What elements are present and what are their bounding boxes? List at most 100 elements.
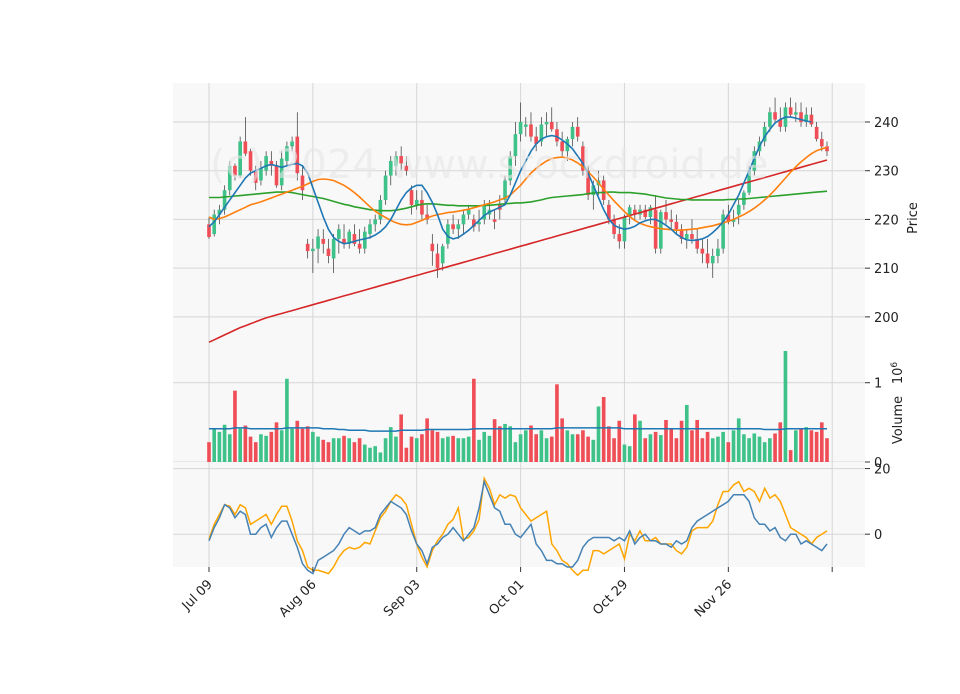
x-tick-label: Oct 01	[486, 577, 527, 618]
volume-bar-down	[399, 414, 403, 462]
y-tick-label: 240	[874, 116, 899, 131]
volume-bar-up	[487, 435, 492, 462]
candle-up	[539, 124, 544, 142]
volume-bar-down	[643, 438, 648, 462]
volume-bar-down	[799, 428, 803, 462]
volume-bar-up	[627, 446, 632, 462]
candle-up	[285, 146, 289, 161]
candle-down	[674, 221, 679, 230]
oscillator-panel-background	[173, 462, 865, 567]
candle-down	[529, 124, 533, 137]
volume-bar-up	[388, 427, 393, 462]
volume-exponent-base: 10	[891, 368, 906, 385]
volume-bar-down	[726, 442, 731, 462]
volume-bar-down	[409, 436, 414, 462]
candle-down	[653, 209, 658, 249]
volume-bar-down	[612, 438, 616, 462]
volume-bar-up	[513, 442, 518, 462]
volume-bar-down	[207, 442, 211, 462]
volume-bar-up	[331, 438, 336, 462]
candle-down	[581, 146, 585, 171]
candle-down	[575, 126, 580, 137]
candle-up	[279, 158, 284, 186]
volume-bar-down	[472, 378, 476, 462]
y-tick-label: 200	[874, 311, 899, 326]
candle-down	[300, 175, 305, 191]
candle-up	[290, 141, 294, 147]
y-tick-label: 20	[874, 463, 891, 478]
candle-down	[773, 112, 777, 120]
candle-up	[264, 156, 268, 171]
volume-bar-down	[814, 431, 819, 462]
volume-bar-down	[305, 426, 310, 462]
volume-bar-up	[783, 351, 788, 462]
volume-bar-up	[622, 444, 627, 462]
volume-bar-up	[368, 447, 372, 462]
candle-down	[612, 219, 616, 235]
volume-bar-up	[461, 438, 466, 462]
volume-bar-down	[529, 425, 533, 462]
volume-bar-up	[544, 438, 549, 462]
volume-bar-up	[684, 404, 689, 462]
candle-down	[253, 170, 258, 183]
volume-bar-up	[596, 406, 601, 462]
volume-bar-down	[321, 439, 326, 462]
candle-up	[523, 124, 528, 127]
volume-bar-up	[482, 431, 487, 462]
volume-bar-down	[498, 426, 502, 462]
volume-bar-down	[352, 442, 357, 462]
volume-bar-up	[446, 436, 450, 462]
candle-down	[492, 219, 497, 222]
candle-up	[503, 180, 507, 200]
candle-up	[804, 114, 809, 122]
volume-bar-down	[253, 442, 258, 462]
candle-down	[269, 160, 274, 166]
volume-bar-up	[212, 428, 217, 462]
x-tick-label: Sep 03	[381, 577, 424, 620]
candle-down	[248, 151, 253, 171]
volume-bar-down	[357, 438, 362, 462]
candle-down	[321, 238, 326, 244]
volume-bar-up	[736, 418, 741, 462]
volume-bar-up	[259, 434, 263, 462]
candle-down	[420, 199, 424, 215]
candle-down	[809, 114, 814, 125]
volume-bar-down	[669, 428, 674, 462]
watermark: (c) 2024 www.stockdroid.de	[210, 142, 768, 188]
volume-bar-down	[435, 431, 440, 462]
volume-bar-down	[300, 428, 305, 462]
volume-bar-down	[425, 418, 429, 462]
volume-bar-down	[326, 442, 331, 462]
candle-up	[591, 185, 596, 196]
volume-bar-down	[778, 422, 783, 462]
volume-bar-down	[274, 422, 279, 462]
volume-bar-up	[747, 438, 751, 462]
volume-bar-down	[690, 430, 694, 462]
candle-up	[466, 209, 471, 215]
candle-down	[705, 253, 710, 264]
volume-bar-up	[264, 435, 268, 462]
candle-down	[778, 119, 783, 127]
candle-up	[362, 231, 367, 249]
volume-bar-down	[633, 414, 637, 462]
volume-bar-down	[819, 422, 824, 462]
candle-down	[534, 136, 538, 144]
candle-down	[233, 165, 237, 176]
volume-bar-down	[560, 418, 564, 462]
candle-up	[227, 165, 232, 191]
volume-axis-exponent: 106	[890, 362, 906, 385]
volume-bar-up	[638, 420, 642, 462]
volume-bar-up	[217, 431, 222, 462]
candle-up	[238, 141, 242, 176]
volume-bar-up	[742, 434, 746, 462]
volume-bar-down	[586, 436, 590, 462]
candle-up	[347, 231, 352, 244]
volume-bar-down	[430, 430, 435, 462]
candle-up	[414, 199, 419, 205]
volume-bar-down	[243, 425, 248, 462]
volume-bar-down	[295, 420, 300, 462]
candle-up	[565, 139, 570, 152]
volume-bar-down	[534, 434, 538, 462]
candle-up	[217, 209, 222, 215]
